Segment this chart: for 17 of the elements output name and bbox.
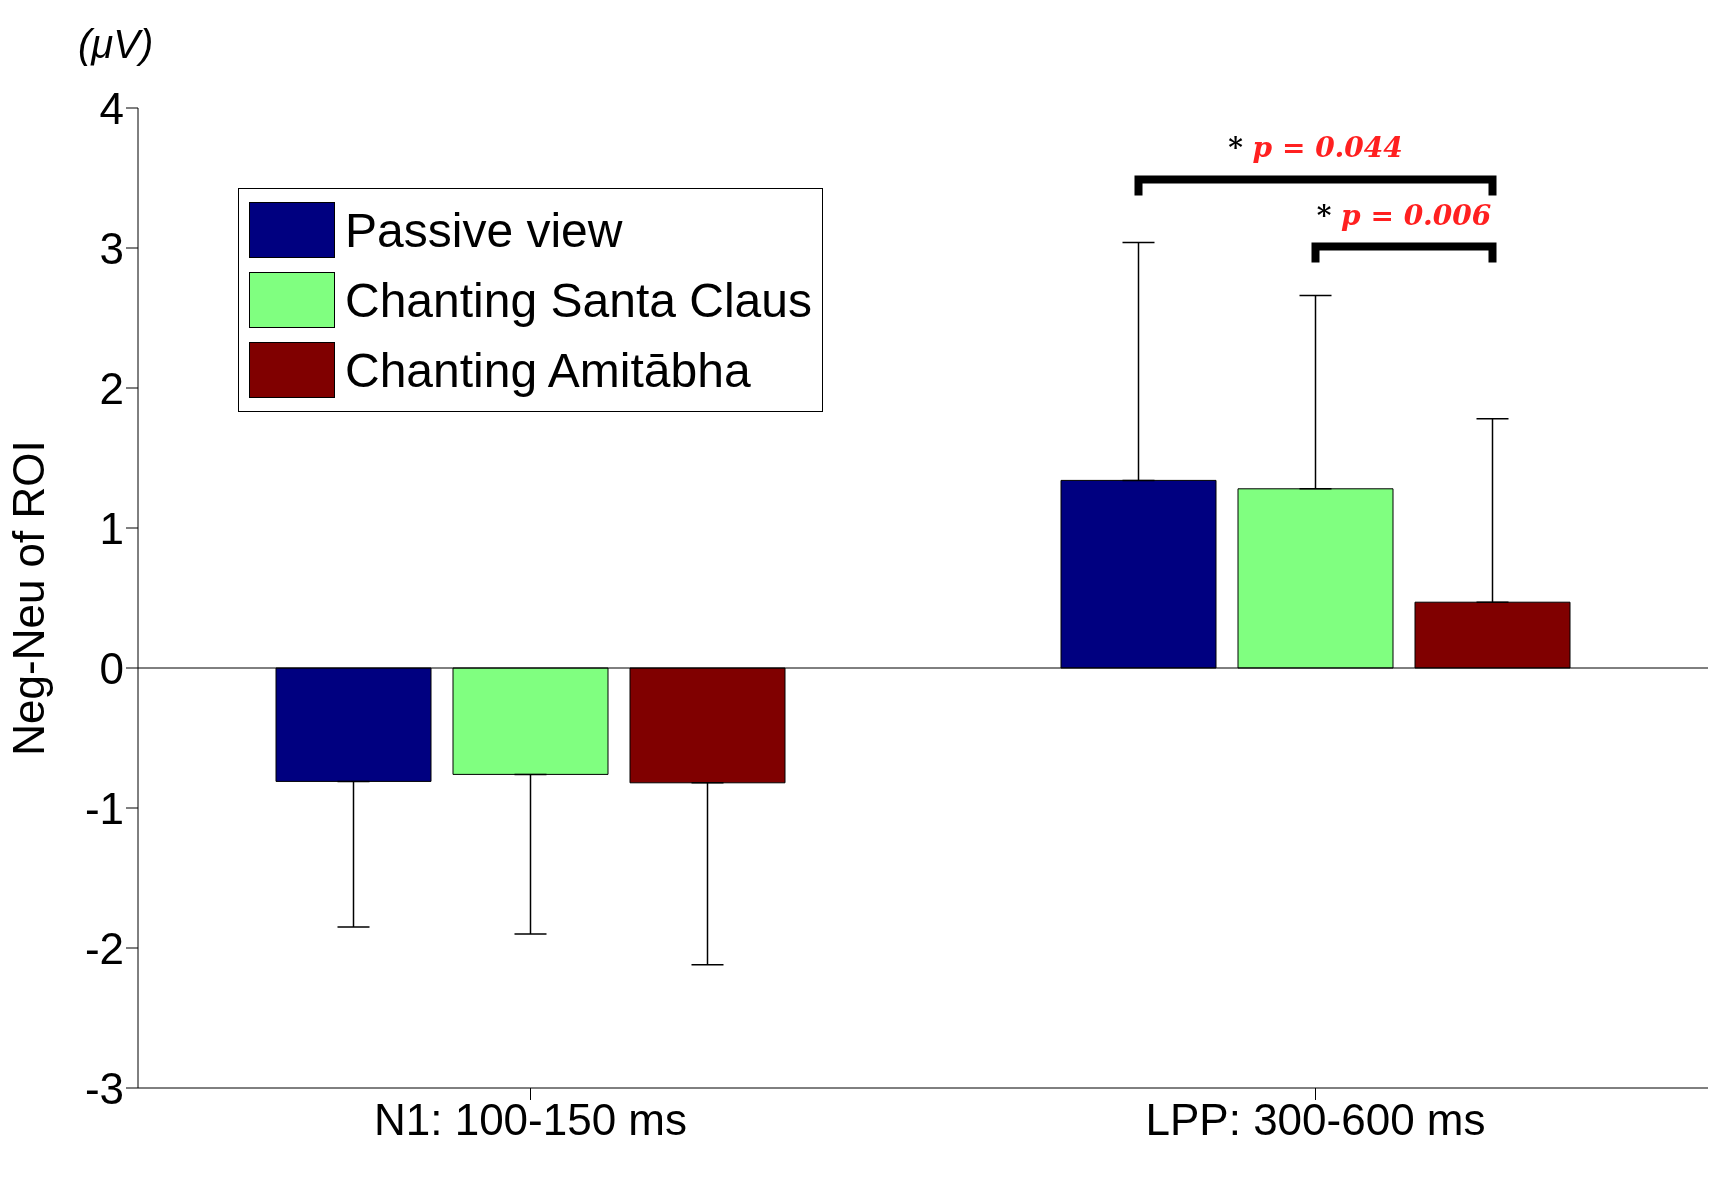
y-tick-label: -2 [84,923,124,973]
annotation: * p = 0.006 [1316,198,1492,232]
x-tick-label: N1: 100-150 ms [373,1095,688,1145]
legend-label: Chanting Santa Claus [345,272,812,328]
y-tick-label: 4 [99,83,124,133]
y-tick-label: 0 [99,643,124,693]
legend-label: Chanting Amitābha [345,342,751,398]
y-tick-label: 1 [99,503,124,553]
y-tick-label: -1 [84,783,124,833]
annotation: * p = 0.044 [1228,131,1403,165]
legend-label: Passive view [345,202,623,258]
y-tick-label: 2 [99,363,124,413]
x-tick-label: LPP: 300-600 ms [1145,1095,1486,1145]
text: (μV) [78,22,154,66]
y-axis-title: Neg-Neu of ROI [3,440,53,756]
y-tick-label: -3 [84,1063,124,1113]
y-tick-label: 3 [99,223,124,273]
